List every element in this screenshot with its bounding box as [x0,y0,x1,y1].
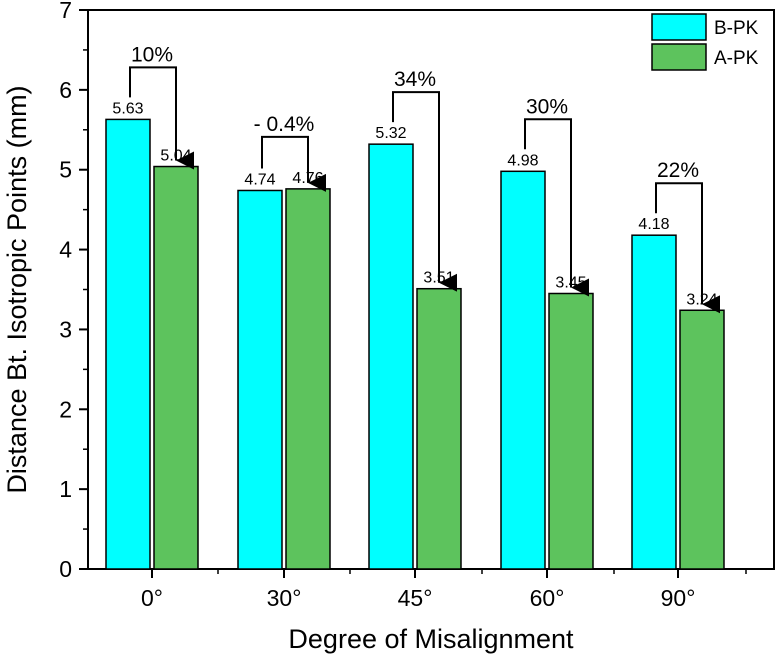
change-percent-label: 30% [526,95,568,118]
change-arrow [261,135,326,192]
x-tick-label: 90° [661,585,696,611]
y-tick-label: 1 [59,476,72,502]
y-axis-title: Distance Bt. Isotropic Points (mm) [2,85,32,493]
legend-label: B-PK [714,18,759,39]
x-axis-title: Degree of Misalignment [288,624,574,654]
y-tick-label: 2 [59,396,72,422]
bar-b-pk-3 [500,170,546,570]
bar-a-pk-3 [548,292,594,570]
bar-value-label: 4.74 [244,171,275,188]
bar-value-label: 4.18 [638,216,669,233]
x-tick-label: 60° [530,585,565,611]
bar-value-label: 4.98 [507,152,538,169]
change-percent-label: 34% [394,68,436,91]
bar-a-pk-2 [416,287,462,570]
bar-b-pk-0 [105,118,151,570]
bar-b-pk-2 [368,143,414,570]
bar-a-pk-0 [153,165,199,570]
bar-b-pk-1 [237,189,283,570]
y-tick-label: 5 [59,157,72,183]
y-tick-label: 7 [59,0,72,23]
bar-value-label: 5.63 [112,100,143,117]
bar-a-pk-1 [285,188,331,570]
change-arrow [392,91,457,292]
legend: B-PK A-PK [651,13,759,71]
legend-swatch-b-pk [651,13,707,41]
legend-label: A-PK [714,48,759,69]
y-tick-label: 3 [59,316,72,342]
bar-a-pk-4 [679,309,725,570]
x-tick-label: 30° [267,585,302,611]
bar-value-label: 5.32 [375,125,406,142]
y-tick-label: 6 [59,77,72,103]
y-tick-label: 0 [59,556,72,582]
change-arrow [524,118,589,297]
x-tick-label: 0° [141,585,163,611]
change-percent-label: 10% [131,43,173,66]
change-arrow [129,66,194,170]
x-tick-label: 45° [398,585,433,611]
change-arrow [655,182,720,314]
legend-swatch-a-pk [651,43,707,71]
bar-b-pk-4 [631,234,677,570]
change-percent-label: - 0.4% [254,113,315,136]
y-tick-label: 4 [59,237,72,263]
change-percent-label: 22% [657,159,699,182]
